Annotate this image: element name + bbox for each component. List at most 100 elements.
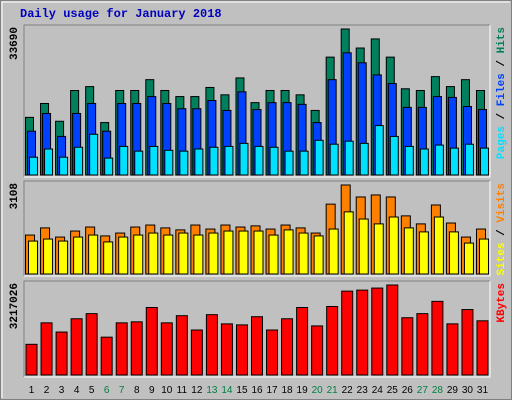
bar xyxy=(89,133,99,176)
bar xyxy=(145,306,158,376)
bar xyxy=(386,284,399,376)
x-tick-label: 30 xyxy=(462,385,474,396)
chart-title: Daily usage for January 2018 xyxy=(20,7,222,21)
x-tick-label: 27 xyxy=(417,385,429,396)
bar xyxy=(59,156,69,176)
x-tick-label: 23 xyxy=(357,385,369,396)
y-tick-label: 3108 xyxy=(9,183,21,210)
bar xyxy=(160,322,173,376)
bar xyxy=(44,148,54,176)
bar xyxy=(344,140,354,176)
bar xyxy=(74,146,84,176)
bar xyxy=(313,235,324,275)
bar xyxy=(163,234,174,275)
bar xyxy=(388,216,399,275)
bar xyxy=(134,150,144,176)
bar xyxy=(389,135,399,176)
bar xyxy=(118,236,129,275)
bar xyxy=(298,232,309,275)
bar xyxy=(449,147,459,176)
x-tick-label: 12 xyxy=(191,385,203,396)
bar xyxy=(193,234,204,275)
bar xyxy=(149,145,159,176)
bar xyxy=(431,300,444,376)
x-tick-label: 9 xyxy=(149,385,155,396)
bar xyxy=(476,320,489,376)
bar xyxy=(115,322,128,376)
bar xyxy=(104,157,114,176)
bar xyxy=(299,150,309,176)
x-tick-label: 5 xyxy=(89,385,95,396)
panel-bevel xyxy=(24,25,491,178)
bar xyxy=(373,223,384,275)
x-tick-label: 1 xyxy=(29,385,35,396)
bar xyxy=(239,142,249,176)
bar xyxy=(119,145,129,176)
bar xyxy=(463,242,474,275)
y-tick-label: 3217026 xyxy=(9,283,21,329)
bar xyxy=(190,329,203,376)
bar xyxy=(374,125,384,176)
bar xyxy=(416,313,429,376)
bar xyxy=(220,323,233,376)
legend: Pages / Files / Hits xyxy=(496,27,508,159)
x-tick-label: 15 xyxy=(236,385,248,396)
x-tick-label: 2 xyxy=(44,385,50,396)
x-tick-label: 8 xyxy=(134,385,140,396)
legend-entry: Hits xyxy=(496,27,508,53)
y-tick-label: 33690 xyxy=(9,27,21,60)
bar xyxy=(133,234,144,275)
bar xyxy=(70,318,83,376)
bar xyxy=(268,234,279,275)
bar xyxy=(103,241,114,275)
panel-bevel xyxy=(23,24,490,177)
bar xyxy=(73,236,84,275)
bar xyxy=(404,145,414,176)
bar xyxy=(328,228,339,275)
legend-separator: / xyxy=(496,53,508,73)
legend-separator: / xyxy=(496,106,508,126)
bar xyxy=(401,317,414,376)
x-tick-label: 13 xyxy=(206,385,218,396)
bar xyxy=(343,211,354,275)
x-tick-label: 7 xyxy=(119,385,125,396)
legend-entry: Visits xyxy=(496,183,508,223)
x-tick-label: 17 xyxy=(266,385,278,396)
x-tick-label: 10 xyxy=(161,385,173,396)
legend: Sites / Visits xyxy=(496,183,508,275)
bar xyxy=(205,314,218,376)
x-tick-label: 3 xyxy=(59,385,65,396)
bar xyxy=(311,325,324,376)
bar xyxy=(266,329,279,376)
bar xyxy=(178,232,189,275)
legend-entry: Pages xyxy=(496,126,508,159)
legend-separator: / xyxy=(496,223,508,243)
bar xyxy=(418,231,429,275)
bar xyxy=(281,318,294,376)
bar xyxy=(419,148,429,176)
panel-bevel xyxy=(23,180,490,276)
bar xyxy=(296,306,309,376)
bar xyxy=(478,238,489,275)
bar xyxy=(371,287,384,376)
x-tick-label: 21 xyxy=(327,385,339,396)
bar xyxy=(223,230,234,275)
panel-bevel xyxy=(24,281,491,378)
bar xyxy=(224,145,234,176)
bar xyxy=(446,323,459,376)
bar xyxy=(88,234,99,275)
bar xyxy=(433,216,444,275)
bar xyxy=(58,240,69,275)
x-tick-label: 16 xyxy=(251,385,263,396)
bar xyxy=(461,309,474,376)
x-tick-label: 25 xyxy=(387,385,399,396)
bar xyxy=(358,218,369,275)
x-tick-label: 31 xyxy=(477,385,489,396)
x-tick-label: 26 xyxy=(402,385,414,396)
bar xyxy=(29,156,39,176)
bar xyxy=(235,324,248,376)
x-tick-label: 24 xyxy=(372,385,384,396)
bar xyxy=(356,289,369,376)
